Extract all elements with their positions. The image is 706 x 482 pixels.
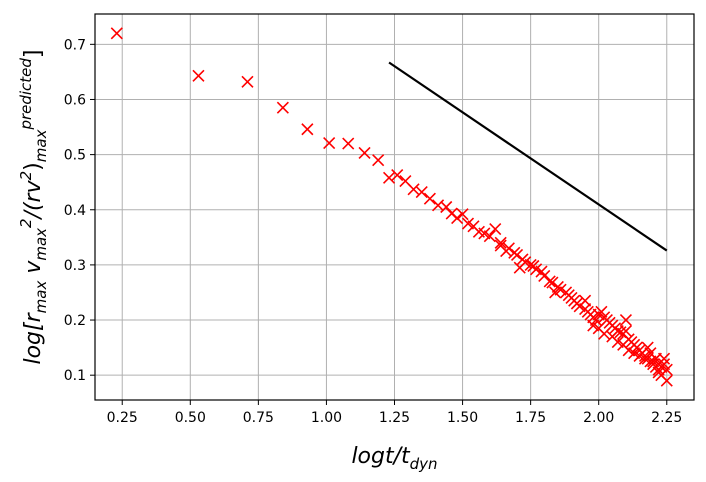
grid-layer xyxy=(95,14,694,400)
data-point xyxy=(494,236,507,249)
data-point xyxy=(358,146,371,160)
data-point xyxy=(657,352,671,365)
data-point xyxy=(494,239,507,252)
y-tick-label: 0.5 xyxy=(64,148,86,164)
data-point xyxy=(598,327,611,340)
x-tick-label: 1.00 xyxy=(311,410,342,426)
data-point xyxy=(440,200,453,214)
data-point xyxy=(342,137,355,150)
data-point xyxy=(192,69,205,82)
data-point xyxy=(456,208,469,221)
data-point xyxy=(423,192,436,205)
data-point xyxy=(619,325,632,338)
data-point xyxy=(579,294,592,307)
data-point xyxy=(276,101,289,114)
y-axis-title: log[rmax vmax2/(rv2)maxpredicted] xyxy=(17,49,50,364)
data-point xyxy=(391,168,404,182)
x-tick-label: 1.50 xyxy=(447,410,478,426)
x-axis-title: logt/tdyn xyxy=(351,444,437,473)
data-point xyxy=(110,27,123,40)
data-point xyxy=(483,230,496,243)
reference-line xyxy=(388,61,668,252)
data-point xyxy=(660,374,673,387)
x-tick-label: 0.25 xyxy=(107,410,138,426)
data-point xyxy=(513,261,526,274)
y-tick-label: 0.1 xyxy=(64,368,86,384)
x-tick-label: 2.00 xyxy=(583,410,614,426)
data-point xyxy=(372,154,385,167)
data-point xyxy=(543,275,556,288)
data-layer xyxy=(110,27,673,387)
data-point xyxy=(489,222,502,236)
x-tick-label: 1.75 xyxy=(515,410,546,426)
y-tick-label: 0.2 xyxy=(64,313,86,329)
data-point xyxy=(301,123,314,136)
x-tick-label: 2.25 xyxy=(651,410,682,426)
y-tick-label: 0.7 xyxy=(64,37,86,53)
data-point xyxy=(652,363,665,376)
data-point xyxy=(382,171,396,184)
data-point xyxy=(549,286,562,299)
x-tick-label: 1.25 xyxy=(379,410,410,426)
y-tick-label: 0.6 xyxy=(64,92,86,108)
x-tick-label: 0.50 xyxy=(175,410,206,426)
data-point xyxy=(407,183,420,196)
tick-layer: 0.25 0.50 0.75 1.00 1.25 1.50 1.75 2.00 2.25 0.1 0… xyxy=(64,37,683,426)
y-tick-label: 0.3 xyxy=(64,258,86,274)
data-point xyxy=(641,341,654,354)
data-point xyxy=(415,186,428,199)
data-point xyxy=(241,75,254,88)
x-tick-label: 0.75 xyxy=(243,410,274,426)
y-tick-label: 0.4 xyxy=(64,203,86,219)
data-point xyxy=(431,199,445,212)
data-point xyxy=(451,211,464,225)
data-point xyxy=(323,136,336,150)
data-point xyxy=(619,313,632,327)
